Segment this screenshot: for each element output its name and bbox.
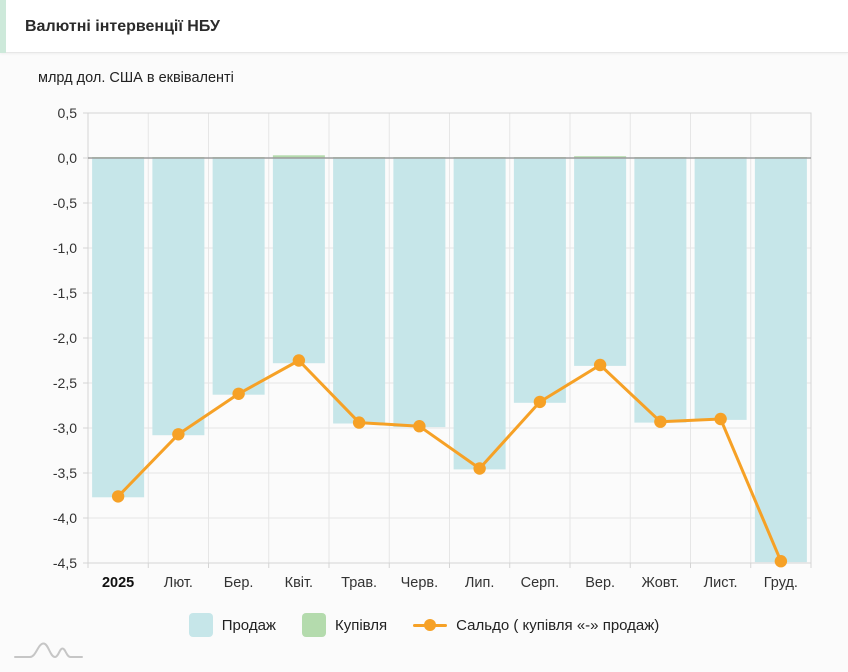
sale-bar[interactable] (272, 158, 325, 364)
saldo-point[interactable] (232, 387, 245, 400)
sale-bar[interactable] (393, 158, 446, 428)
chart-legend: Продаж Купівля Сальдо ( купівля «-» прод… (0, 610, 848, 640)
x-tick-label: Серп. (521, 575, 559, 591)
saldo-point[interactable] (774, 555, 788, 568)
sale-bar[interactable] (212, 158, 265, 395)
saldo-point[interactable] (714, 412, 727, 426)
saldo-point[interactable] (593, 358, 607, 372)
x-tick-label: Трав. (341, 575, 377, 591)
y-tick-label: -4,5 (53, 555, 77, 571)
sale-bar[interactable] (754, 158, 807, 563)
sale-bar[interactable] (453, 158, 506, 470)
sale-bar[interactable] (634, 158, 687, 423)
sale-bar[interactable] (574, 158, 627, 366)
x-tick-label: Лип. (465, 575, 495, 591)
y-tick-label: 0,0 (58, 150, 78, 166)
unit-label: млрд дол. США в еквіваленті (38, 70, 234, 86)
legend-item-saldo[interactable]: Сальдо ( купівля «-» продаж) (413, 617, 659, 634)
buy-bar[interactable] (574, 156, 627, 158)
x-tick-label: 2025 (102, 575, 134, 591)
legend-item-sale[interactable]: Продаж (188, 613, 276, 637)
y-tick-label: -4,0 (53, 510, 77, 526)
y-tick-label: -1,0 (53, 240, 77, 256)
legend-item-buy[interactable]: Купівля (301, 613, 388, 637)
x-tick-label: Лют. (164, 575, 193, 591)
saldo-point[interactable] (352, 416, 366, 429)
y-tick-label: -3,0 (53, 420, 77, 436)
sale-swatch-icon (188, 613, 213, 637)
sale-bar[interactable] (152, 158, 205, 436)
x-tick-label: Черв. (401, 575, 439, 591)
sale-bar[interactable] (92, 158, 145, 498)
x-tick-label: Вер. (585, 575, 615, 591)
x-tick-label: Груд. (764, 575, 798, 591)
y-tick-label: -3,5 (53, 465, 77, 481)
legend-label-sale: Продаж (221, 616, 276, 634)
saldo-point[interactable] (413, 420, 426, 433)
sale-bar[interactable] (694, 158, 747, 420)
logo-icon (14, 642, 83, 658)
saldo-line[interactable] (116, 359, 783, 563)
saldo-point[interactable] (172, 428, 185, 441)
y-tick-label: 0,5 (58, 105, 78, 121)
legend-label-saldo: Сальдо ( купівля «-» продаж) (456, 616, 660, 634)
x-tick-label: Квіт. (285, 575, 313, 591)
legend-label-buy: Купівля (334, 616, 388, 634)
y-tick-label: -1,5 (53, 285, 77, 301)
sale-bar[interactable] (333, 158, 386, 424)
buy-swatch-icon (301, 613, 326, 637)
saldo-point[interactable] (473, 462, 486, 475)
panel-header: Валютні інтервенції НБУ (0, 0, 848, 53)
saldo-line-icon (413, 618, 448, 632)
buy-bar[interactable] (272, 155, 325, 158)
y-tick-label: -2,5 (53, 375, 77, 391)
y-tick-label: -0,5 (53, 195, 77, 211)
y-tick-label: -2,0 (53, 330, 77, 346)
accent-border (0, 0, 6, 53)
sale-bar[interactable] (513, 158, 566, 403)
saldo-point[interactable] (292, 354, 306, 367)
x-tick-label: Лист. (704, 575, 738, 591)
plot-border (87, 112, 812, 564)
logo-path (14, 642, 83, 658)
x-tick-label: Бер. (224, 575, 254, 591)
saldo-point[interactable] (533, 395, 547, 409)
x-tick-label: Жовт. (642, 575, 680, 591)
saldo-point[interactable] (654, 415, 667, 428)
panel-title: Валютні інтервенції НБУ (25, 18, 220, 35)
saldo-point[interactable] (111, 490, 125, 503)
